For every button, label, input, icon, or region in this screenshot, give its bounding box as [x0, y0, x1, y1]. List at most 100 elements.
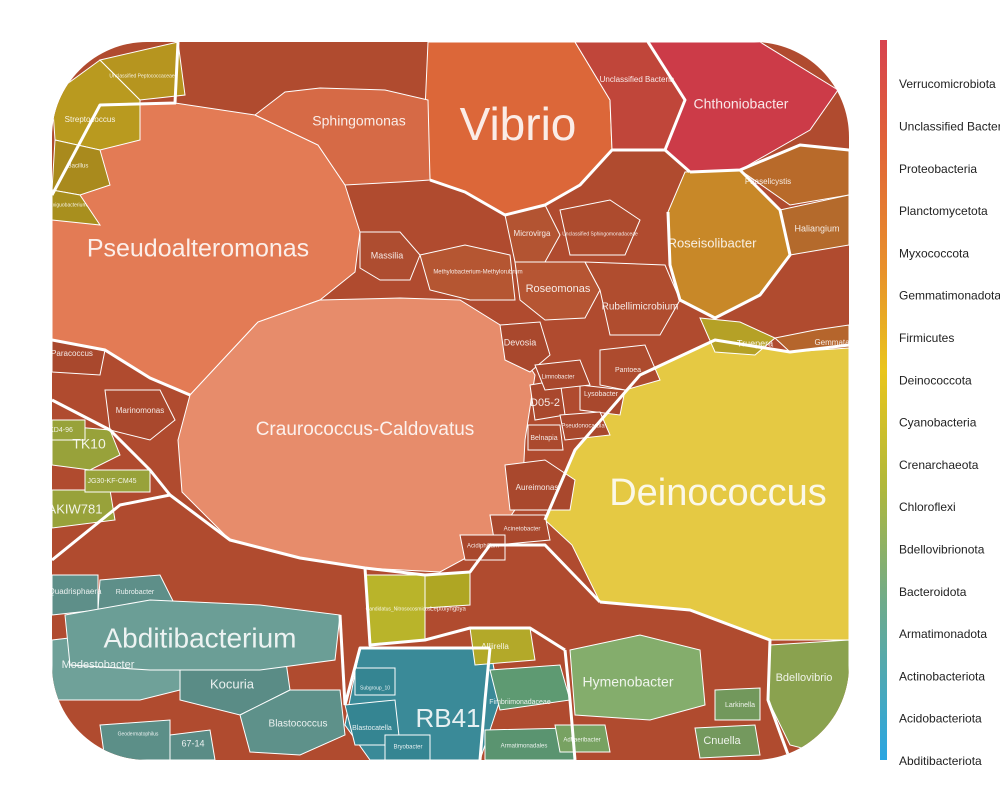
cell-pseudonocardia [559, 411, 611, 441]
cell-label-larkinella: Larkinella [725, 702, 755, 709]
cell-abditibacterium [64, 599, 341, 671]
phylum-border [599, 600, 792, 760]
cell-unclassified-sphingomonadaceae [559, 199, 641, 256]
cell-aureimonas [504, 459, 576, 511]
cell-devosia [499, 321, 551, 373]
cell-hymenobacter [569, 634, 706, 721]
cell-label-streptococcus: Streptococcus [65, 115, 116, 124]
cell-label-akiw781: AKIW781 [48, 501, 103, 516]
phylum-border [52, 398, 172, 496]
legend-entry-bdellovibrionota: Bdellovibrionota [899, 542, 985, 556]
cell-label-abditibacterium: Abditibacterium [104, 622, 297, 653]
cell-label-acidiphilium: Acidiphilium [467, 544, 499, 550]
cell-label-hymenobacter: Hymenobacter [582, 674, 673, 690]
cell-label-bdellovibrio: Bdellovibrio [776, 672, 833, 684]
phylum-border [52, 42, 180, 196]
legend-entry-bacteroidota: Bacteroidota [899, 585, 967, 599]
cell-label-bacillus: Bacillus [68, 164, 89, 170]
cell-label-fimbriimonadaceae: Fimbriimonadaceae [489, 699, 551, 706]
cell-label-kd4-96: KD4-96 [49, 427, 73, 434]
cell-label-unclassified-bacteria: Unclassified Bacteria [600, 75, 675, 84]
cell-armatimonadales [484, 727, 576, 760]
cell-label-67-14: 67-14 [181, 738, 204, 748]
cell-bacillus [52, 139, 111, 196]
cell-label-rubrobacter: Rubrobacter [116, 589, 155, 596]
phylum-border [363, 567, 566, 652]
cell-label-gemmata: Gemmata [814, 338, 850, 347]
legend-entry-verrucomicrobiota: Verrucomicrobiota [899, 77, 996, 91]
cell-marinomonas [104, 389, 176, 441]
cell-label-deinococcus: Deinococcus [609, 472, 827, 514]
cell-label-blastococcus: Blastococcus [269, 719, 328, 730]
cell-label-marinomonas: Marinomonas [116, 406, 164, 415]
cell-limnobacter [534, 359, 591, 391]
cell-label-aureimonas: Aureimonas [516, 483, 559, 492]
phylum-border [52, 338, 191, 397]
cell-jg30-kf-cm45 [84, 469, 151, 493]
cell-label-pantoea: Pantoea [615, 367, 641, 374]
cell-methylobacterium-methylorubrum [419, 244, 516, 301]
cell-label-paracoccus: Paracoccus [51, 349, 93, 358]
cell-label-limnobacter: Limnobacter [541, 375, 574, 381]
cell-label-armatimonadales: Armatimonadales [501, 744, 548, 750]
legend-entry-actinobacteriota: Actinobacteriota [899, 669, 985, 683]
legend-entry-deinococcota: Deinococcota [899, 373, 972, 387]
cell-kd4-96 [52, 419, 86, 441]
cell-label-subgroup-10: Subgroup_10 [360, 685, 390, 691]
cell-bryobacter [384, 734, 431, 760]
cell-label-bryobacter: Bryobacter [393, 745, 422, 751]
cell-cnuella [694, 724, 761, 759]
cell-roseomonas [514, 261, 601, 321]
cell-label-adhaeribacter: Adhaeribacter [563, 738, 600, 744]
phylum-border [364, 543, 602, 604]
cell-sphingomonas [254, 87, 431, 186]
cell-label-lysobacter: Lysobacter [584, 391, 619, 398]
phylum-border [338, 614, 347, 706]
legend-color-bar [880, 40, 887, 760]
cell-label-leptolyngbya: Leptolyngbya [430, 607, 466, 613]
cell-label-vibrio: Vibrio [460, 98, 577, 150]
cell-blastococcus [239, 689, 346, 756]
cell-label-phaselicystis: Phaselicystis [745, 177, 791, 186]
cell-label-belnapia: Belnapia [530, 435, 557, 442]
phylum-border [563, 649, 577, 760]
cell-label-rb41: RB41 [415, 703, 480, 733]
cell-gemmata [773, 324, 849, 353]
legend-entry-cyanobacteria: Cyanobacteria [899, 416, 977, 430]
cell-label-haliangium: Haliangium [794, 223, 839, 233]
cell-label-quadrisphaera: Quadrisphaera [49, 587, 102, 596]
legend-entry-myxococcota: Myxococcota [899, 246, 969, 260]
phylum-border [52, 493, 366, 570]
cell-label-exiguobacterium: Exiguobacterium [49, 202, 86, 208]
legend-entry-abditibacteriota: Abditibacteriota [899, 754, 982, 768]
cell-larkinella [714, 687, 761, 721]
cell-label-roseomonas: Roseomonas [526, 283, 591, 295]
cells-layer: Vibrio Pseudoalteromonas Craurococcus-Cald… [48, 42, 850, 760]
cell-label-pseudonocardia: Pseudonocardia [561, 424, 605, 430]
legend-entry-gemmatimonadota: Gemmatimonadota [899, 289, 1000, 303]
cell-label-modestobacter: Modestobacter [62, 659, 135, 671]
cell-label-methylobacterium-methylorubrum: Methylobacterium-Methylorubrum [433, 270, 522, 276]
cell-label-sphingomonas: Sphingomonas [312, 113, 405, 129]
cell-rubellimicrobium [584, 261, 681, 336]
cell-label-blastocatella: Blastocatella [352, 725, 392, 732]
cell-acidiphilium [459, 534, 506, 561]
cell-adhaeribacter [554, 724, 611, 753]
cell-label-rubellimicrobium: Rubellimicrobium [602, 302, 679, 313]
legend-entry-unclassified-bacteria: Unclassified Bacteria [899, 119, 1000, 133]
legend: Verrucomicrobiota Unclassified Bacteria Pr… [880, 40, 1000, 768]
cell-label-pseudoalteromonas: Pseudoalteromonas [87, 235, 309, 263]
cell-pantoea [599, 344, 661, 391]
cell-subgroup-10 [354, 667, 396, 696]
cell-label-truepera: Truepera [737, 338, 773, 348]
legend-entry-firmicutes: Firmicutes [899, 331, 954, 345]
legend-entry-armatimonadota: Armatimonadota [899, 627, 987, 641]
cell-label-unclassified-peptococcaceae: Unclassified Peptococcaceae [109, 73, 175, 79]
cell-belnapia [527, 424, 564, 451]
phylum-border [478, 647, 492, 760]
phylum-border [543, 338, 849, 521]
cell-label-chthoniobacter: Chthoniobacter [694, 96, 789, 112]
cell-massilia [359, 231, 421, 281]
cell-label-alliirella: Alliirella [481, 642, 509, 651]
